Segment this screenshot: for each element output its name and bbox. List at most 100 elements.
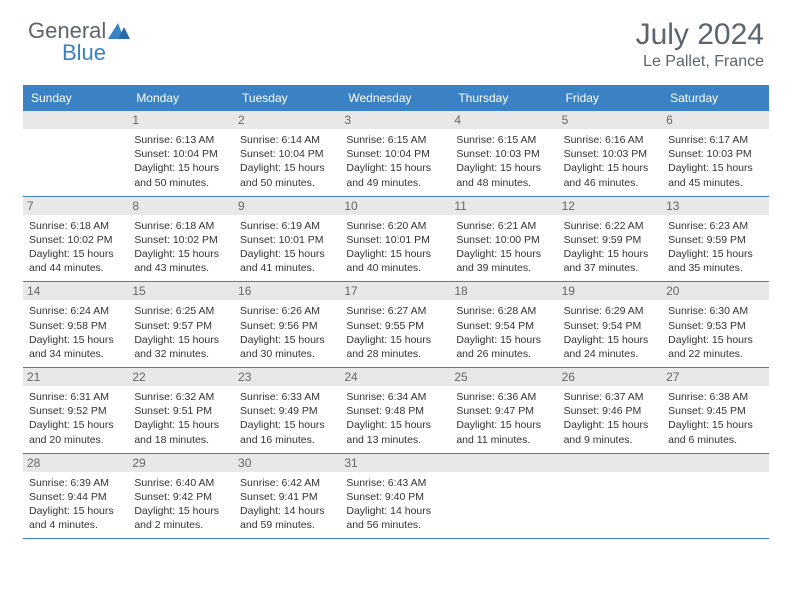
day-info-line: Sunrise: 6:15 AM: [346, 133, 444, 147]
day-header: Monday: [128, 85, 234, 111]
day-number: 28: [23, 454, 128, 472]
day-info-line: Sunset: 9:59 PM: [668, 233, 763, 247]
day-info-line: Sunrise: 6:34 AM: [346, 390, 444, 404]
day-info-line: and 35 minutes.: [668, 261, 763, 275]
day-header: Sunday: [23, 85, 128, 111]
day-info-line: Sunset: 9:51 PM: [134, 404, 228, 418]
day-number: 21: [23, 368, 128, 386]
day-info-line: Sunrise: 6:30 AM: [668, 304, 763, 318]
day-number: 23: [234, 368, 340, 386]
day-info-line: and 18 minutes.: [134, 433, 228, 447]
day-number: 16: [234, 282, 340, 300]
day-number: 19: [558, 282, 663, 300]
day-info-line: Daylight: 15 hours: [240, 333, 334, 347]
day-info-line: Daylight: 14 hours: [240, 504, 334, 518]
day-info-line: Sunset: 9:46 PM: [564, 404, 657, 418]
day-info-line: and 32 minutes.: [134, 347, 228, 361]
empty-cell: [558, 453, 663, 539]
day-number: 17: [340, 282, 450, 300]
day-info-line: and 16 minutes.: [240, 433, 334, 447]
day-info-line: Daylight: 15 hours: [134, 247, 228, 261]
day-cell: 20Sunrise: 6:30 AMSunset: 9:53 PMDayligh…: [662, 282, 769, 368]
day-info-line: Sunrise: 6:38 AM: [668, 390, 763, 404]
day-cell: 30Sunrise: 6:42 AMSunset: 9:41 PMDayligh…: [234, 453, 340, 539]
day-info-line: Sunset: 10:04 PM: [134, 147, 228, 161]
day-info-line: and 50 minutes.: [134, 176, 228, 190]
day-header: Wednesday: [340, 85, 450, 111]
day-info-line: Sunset: 9:48 PM: [346, 404, 444, 418]
day-info-line: and 41 minutes.: [240, 261, 334, 275]
day-info-line: Daylight: 15 hours: [134, 333, 228, 347]
day-info-line: Daylight: 15 hours: [240, 161, 334, 175]
day-info-line: Sunrise: 6:16 AM: [564, 133, 657, 147]
day-info-line: Sunrise: 6:14 AM: [240, 133, 334, 147]
day-info-line: Daylight: 15 hours: [240, 418, 334, 432]
day-info-line: Sunset: 10:04 PM: [346, 147, 444, 161]
day-cell: 28Sunrise: 6:39 AMSunset: 9:44 PMDayligh…: [23, 453, 128, 539]
day-info-line: Sunset: 9:45 PM: [668, 404, 763, 418]
day-info-line: Daylight: 15 hours: [668, 418, 763, 432]
day-cell: 15Sunrise: 6:25 AMSunset: 9:57 PMDayligh…: [128, 282, 234, 368]
day-number: 22: [128, 368, 234, 386]
day-info-line: and 50 minutes.: [240, 176, 334, 190]
calendar-row: 28Sunrise: 6:39 AMSunset: 9:44 PMDayligh…: [23, 453, 769, 539]
day-cell: 25Sunrise: 6:36 AMSunset: 9:47 PMDayligh…: [450, 368, 557, 454]
day-info-line: Daylight: 15 hours: [29, 418, 122, 432]
calendar-row: 7Sunrise: 6:18 AMSunset: 10:02 PMDayligh…: [23, 196, 769, 282]
day-info-line: and 39 minutes.: [456, 261, 551, 275]
day-info-line: Sunrise: 6:21 AM: [456, 219, 551, 233]
day-info-line: and 37 minutes.: [564, 261, 657, 275]
day-info-line: Sunrise: 6:19 AM: [240, 219, 334, 233]
day-info-line: and 45 minutes.: [668, 176, 763, 190]
day-header: Tuesday: [234, 85, 340, 111]
empty-cell: [23, 111, 128, 196]
day-cell: 6Sunrise: 6:17 AMSunset: 10:03 PMDayligh…: [662, 111, 769, 196]
day-info-line: and 11 minutes.: [456, 433, 551, 447]
day-info-line: Sunset: 9:58 PM: [29, 319, 122, 333]
day-info-line: Sunrise: 6:15 AM: [456, 133, 551, 147]
day-info-line: Sunrise: 6:20 AM: [346, 219, 444, 233]
day-info-line: Sunset: 10:03 PM: [456, 147, 551, 161]
day-info-line: and 13 minutes.: [346, 433, 444, 447]
day-info-line: Daylight: 15 hours: [456, 247, 551, 261]
day-info-line: Sunset: 10:00 PM: [456, 233, 551, 247]
day-info-line: Sunrise: 6:32 AM: [134, 390, 228, 404]
day-info-line: Sunrise: 6:39 AM: [29, 476, 122, 490]
day-number: 7: [23, 197, 128, 215]
day-info-line: Sunset: 10:01 PM: [240, 233, 334, 247]
day-info-line: Daylight: 15 hours: [134, 418, 228, 432]
day-cell: 12Sunrise: 6:22 AMSunset: 9:59 PMDayligh…: [558, 196, 663, 282]
day-cell: 8Sunrise: 6:18 AMSunset: 10:02 PMDayligh…: [128, 196, 234, 282]
day-header: Saturday: [662, 85, 769, 111]
day-number: 11: [450, 197, 557, 215]
calendar-body: 1Sunrise: 6:13 AMSunset: 10:04 PMDayligh…: [23, 111, 769, 539]
day-info-line: Sunrise: 6:18 AM: [134, 219, 228, 233]
location: Le Pallet, France: [636, 53, 764, 71]
day-info-line: and 30 minutes.: [240, 347, 334, 361]
day-cell: 16Sunrise: 6:26 AMSunset: 9:56 PMDayligh…: [234, 282, 340, 368]
day-info-line: and 28 minutes.: [346, 347, 444, 361]
day-header: Friday: [558, 85, 663, 111]
day-cell: 21Sunrise: 6:31 AMSunset: 9:52 PMDayligh…: [23, 368, 128, 454]
day-info-line: Daylight: 15 hours: [346, 418, 444, 432]
day-info-line: Sunset: 10:03 PM: [668, 147, 763, 161]
day-number: 3: [340, 111, 450, 129]
day-cell: 24Sunrise: 6:34 AMSunset: 9:48 PMDayligh…: [340, 368, 450, 454]
day-info-line: Daylight: 15 hours: [456, 161, 551, 175]
day-cell: 22 Sunrise: 6:32 AMSunset: 9:51 PMDayligh…: [128, 368, 234, 454]
day-info-line: and 24 minutes.: [564, 347, 657, 361]
day-number: 25: [450, 368, 557, 386]
day-cell: 17Sunrise: 6:27 AMSunset: 9:55 PMDayligh…: [340, 282, 450, 368]
day-info-line: Sunset: 9:59 PM: [564, 233, 657, 247]
day-number-empty: [662, 454, 769, 472]
day-info-line: Sunset: 10:04 PM: [240, 147, 334, 161]
day-number: 10: [340, 197, 450, 215]
day-number-empty: [558, 454, 663, 472]
day-cell: 4Sunrise: 6:15 AMSunset: 10:03 PMDayligh…: [450, 111, 557, 196]
day-info-line: and 43 minutes.: [134, 261, 228, 275]
day-info-line: and 44 minutes.: [29, 261, 122, 275]
day-info-line: Sunset: 9:53 PM: [668, 319, 763, 333]
calendar-table: SundayMondayTuesdayWednesdayThursdayFrid…: [23, 85, 769, 539]
title-block: July 2024 Le Pallet, France: [636, 18, 764, 71]
day-info-line: Sunrise: 6:18 AM: [29, 219, 122, 233]
